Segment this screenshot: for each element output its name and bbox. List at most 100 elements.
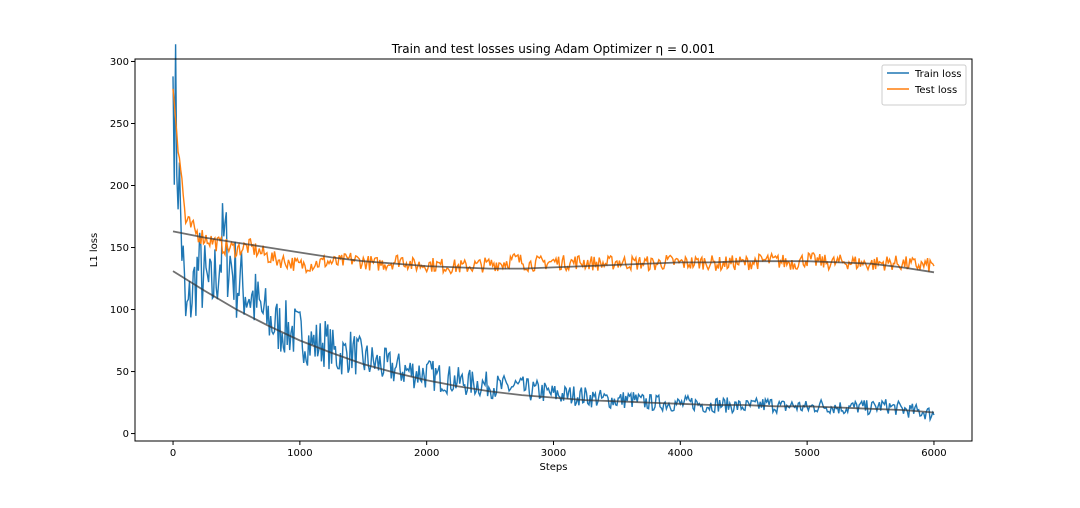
data-point — [413, 373, 414, 374]
data-point — [743, 407, 744, 408]
data-point — [426, 375, 427, 376]
trend-line — [172, 230, 935, 274]
data-point — [502, 388, 503, 389]
data-point — [210, 297, 211, 298]
data-point — [718, 264, 719, 265]
data-point — [515, 387, 516, 388]
chart-title: Train and test losses using Adam Optimiz… — [391, 42, 715, 56]
plot-area — [172, 44, 935, 423]
data-point — [312, 264, 313, 265]
data-point — [743, 263, 744, 264]
data-point — [591, 263, 592, 264]
data-point — [502, 263, 503, 264]
axes: 0 1000 2000 3000 4000 5000 6000 0 50 100 150 200 250… — [110, 57, 947, 459]
data-point — [933, 266, 934, 267]
data-point — [895, 263, 896, 264]
x-tick-label: 2000 — [414, 448, 439, 459]
data-point — [198, 272, 199, 273]
data-point — [515, 259, 516, 260]
data-point — [464, 383, 465, 384]
x-tick-label: 0 — [170, 448, 176, 459]
data-point — [528, 391, 529, 392]
data-point — [616, 262, 617, 263]
data-point — [807, 408, 808, 409]
data-point — [236, 284, 237, 285]
data-point — [832, 263, 833, 264]
data-point — [172, 88, 173, 89]
x-tick-label: 1000 — [287, 448, 312, 459]
y-tick-label: 200 — [110, 181, 129, 192]
data-point — [210, 241, 211, 242]
data-point — [654, 264, 655, 265]
legend-label: Train loss — [914, 69, 962, 80]
data-point — [477, 266, 478, 267]
data-point — [578, 396, 579, 397]
data-point — [451, 381, 452, 382]
data-point — [261, 253, 262, 254]
data-point — [375, 264, 376, 265]
data-point — [249, 297, 250, 298]
data-point — [439, 378, 440, 379]
data-point — [172, 76, 173, 77]
data-point — [274, 259, 275, 260]
data-point — [337, 263, 338, 264]
data-point — [287, 262, 288, 263]
y-tick-label: 100 — [110, 305, 129, 316]
data-point — [185, 222, 186, 223]
y-tick-label: 0 — [123, 429, 129, 440]
data-point — [566, 263, 567, 264]
data-point — [921, 266, 922, 267]
data-point — [337, 359, 338, 360]
data-point — [325, 262, 326, 263]
trend-line — [172, 270, 935, 414]
data-point — [553, 262, 554, 263]
legend: Train loss Test loss — [881, 64, 967, 106]
data-point — [794, 263, 795, 264]
data-point — [591, 398, 592, 399]
x-tick-label: 4000 — [668, 448, 693, 459]
data-point — [908, 264, 909, 265]
data-point — [249, 247, 250, 248]
data-point — [401, 371, 402, 372]
data-point — [883, 263, 884, 264]
y-tick-label: 150 — [110, 243, 129, 254]
data-point — [236, 249, 237, 250]
x-tick-label: 5000 — [794, 448, 819, 459]
x-tick-label: 6000 — [921, 448, 946, 459]
x-tick-label: 3000 — [541, 448, 566, 459]
y-axis-label: L1 loss — [89, 233, 100, 267]
data-point — [933, 414, 934, 415]
data-point — [540, 263, 541, 264]
x-axis-label: Steps — [540, 462, 568, 473]
data-point — [528, 264, 529, 265]
data-point — [299, 266, 300, 267]
data-point — [350, 352, 351, 353]
data-point — [553, 395, 554, 396]
data-point — [388, 368, 389, 369]
data-point — [299, 336, 300, 337]
y-tick-label: 250 — [110, 119, 129, 130]
y-tick-label: 300 — [110, 57, 129, 68]
data-point — [375, 365, 376, 366]
data-point — [287, 331, 288, 332]
legend-label: Test loss — [914, 85, 957, 96]
data-point — [489, 264, 490, 265]
data-point — [363, 361, 364, 362]
data-point — [730, 263, 731, 264]
legend-box — [881, 64, 967, 106]
data-point — [185, 321, 186, 322]
data-point — [883, 406, 884, 407]
data-point — [578, 262, 579, 263]
data-point — [325, 344, 326, 345]
data-point — [566, 396, 567, 397]
y-tick-label: 50 — [116, 367, 129, 378]
data-point — [489, 386, 490, 387]
data-point — [705, 406, 706, 407]
data-point — [401, 259, 402, 260]
data-point — [261, 315, 262, 316]
data-point — [629, 399, 630, 400]
data-point — [223, 247, 224, 248]
series-line-test-loss — [172, 88, 935, 276]
